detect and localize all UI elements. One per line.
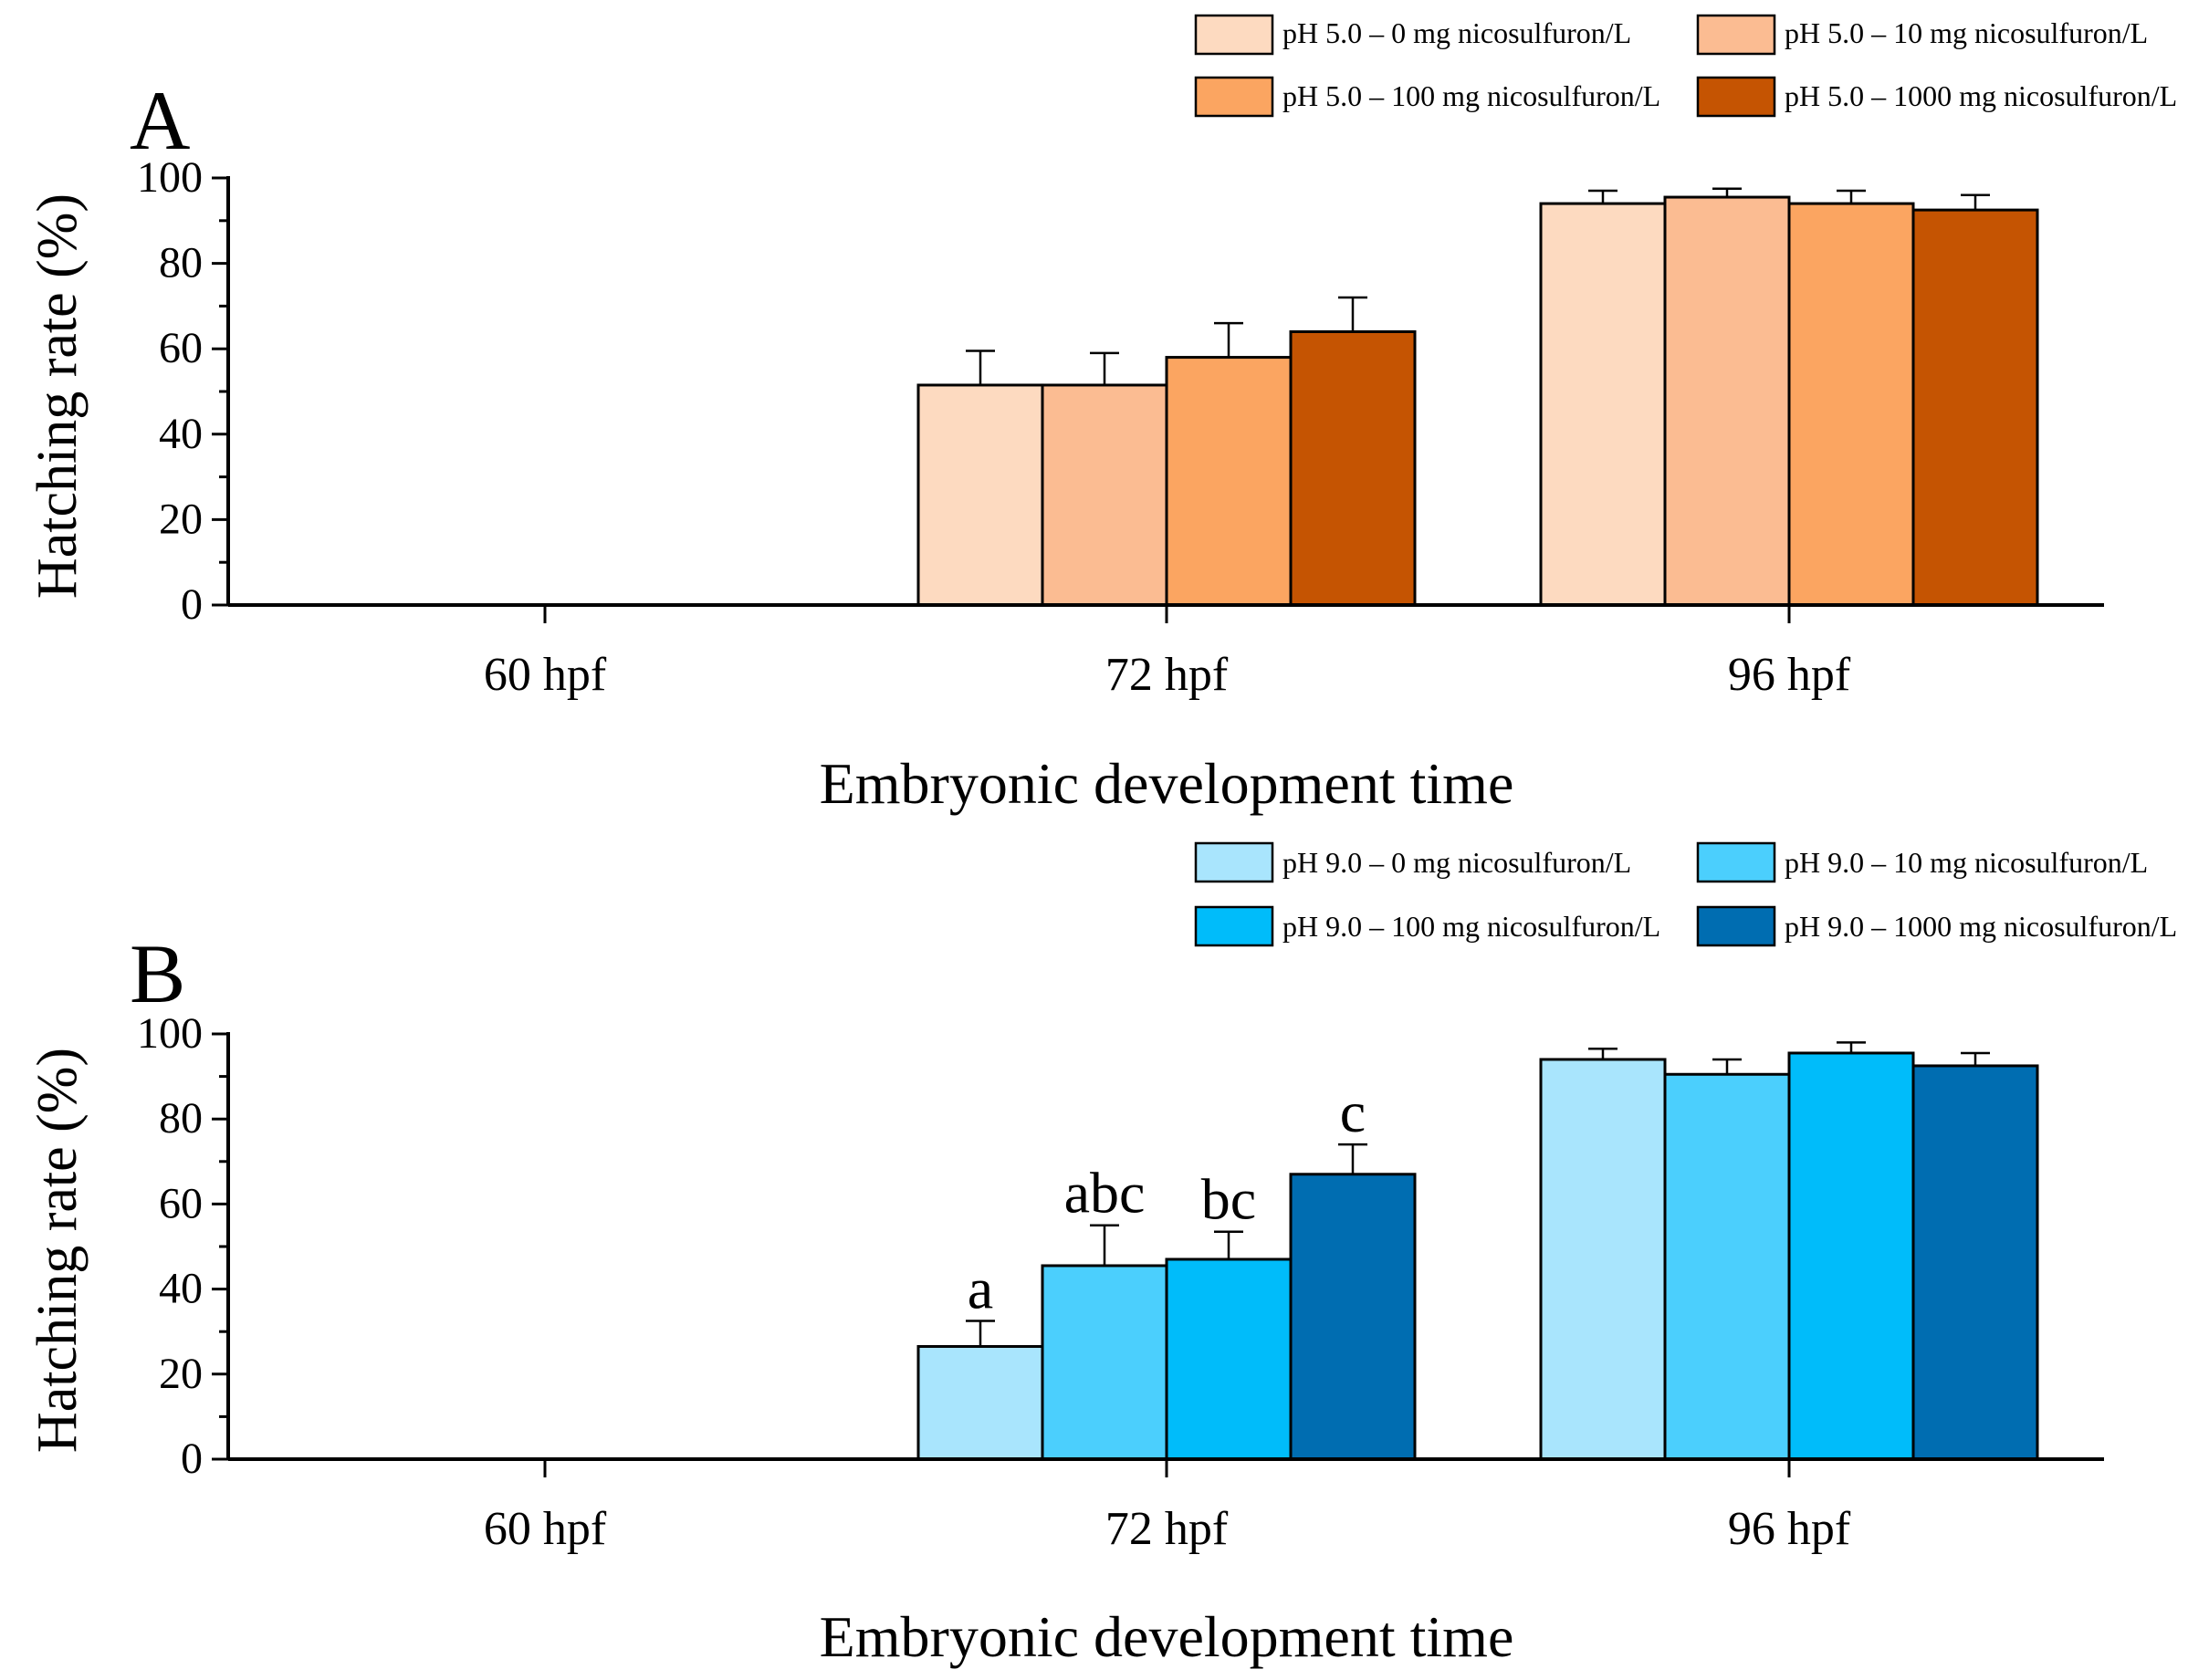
panel-b: B Hatching rate (%) Embryonic developmen… (26, 841, 2177, 1669)
panel-a: A Hatching rate (%) Embryonic developmen… (26, 14, 2177, 816)
plot-area: a abc bc c 0 20 40 60 80 100 60 hpf 72 hpf 96 hpf (137, 1009, 2104, 1555)
y-tick-label: 0 (181, 580, 203, 629)
bar (1787, 202, 1915, 607)
legend-swatch (1194, 76, 1274, 118)
legend-item: pH 9.0 – 10 mg nicosulfuron/L (1696, 841, 2148, 883)
legend-label: pH 5.0 – 100 mg nicosulfuron/L (1282, 79, 1660, 112)
legend-label: pH 9.0 – 0 mg nicosulfuron/L (1282, 846, 1631, 879)
legend-label: pH 9.0 – 10 mg nicosulfuron/L (1785, 846, 2148, 879)
bar (1041, 383, 1168, 607)
legend-swatch (1194, 841, 1274, 883)
legend-label: pH 9.0 – 100 mg nicosulfuron/L (1282, 910, 1660, 943)
panel-label: A (130, 74, 190, 167)
plot-area: 0 20 40 60 80 100 60 hpf 72 hpf 96 hpf (137, 153, 2104, 701)
legend-item: pH 5.0 – 1000 mg nicosulfuron/L (1696, 76, 2177, 118)
bar (916, 383, 1044, 607)
y-tick-label: 40 (159, 1265, 203, 1313)
y-tick-label: 100 (137, 153, 203, 202)
bar (916, 1345, 1044, 1461)
bar (1289, 1173, 1417, 1461)
legend-item: pH 5.0 – 100 mg nicosulfuron/L (1194, 76, 1660, 118)
bar (1911, 208, 2039, 607)
legend-label: pH 5.0 – 10 mg nicosulfuron/L (1785, 16, 2148, 49)
y-axis-title: Hatching rate (%) (26, 1048, 89, 1453)
bar (1787, 1051, 1915, 1461)
x-axis-title: Embryonic development time (820, 1604, 1514, 1669)
significance-label: abc (1064, 1161, 1146, 1226)
bar (1911, 1064, 2039, 1461)
legend: pH 9.0 – 0 mg nicosulfuron/L pH 9.0 – 10… (1194, 841, 2177, 947)
significance-label: a (968, 1257, 993, 1321)
legend-item: pH 5.0 – 10 mg nicosulfuron/L (1696, 14, 2148, 56)
bar (1041, 1264, 1168, 1461)
legend-item: pH 5.0 – 0 mg nicosulfuron/L (1194, 14, 1631, 56)
bar (1165, 1257, 1293, 1461)
x-axis-title: Embryonic development time (820, 751, 1514, 816)
x-tick-label: 96 hpf (1728, 649, 1851, 701)
legend-item: pH 9.0 – 1000 mg nicosulfuron/L (1696, 905, 2177, 947)
x-tick-label: 96 hpf (1728, 1503, 1851, 1555)
y-tick-label: 80 (159, 1094, 203, 1143)
panel-label: B (130, 927, 185, 1020)
legend-label: pH 5.0 – 0 mg nicosulfuron/L (1282, 16, 1631, 49)
significance-label: c (1340, 1080, 1366, 1144)
bar (1539, 202, 1667, 607)
y-tick-label: 60 (159, 324, 203, 372)
bar (1165, 356, 1293, 607)
legend-label: pH 5.0 – 1000 mg nicosulfuron/L (1785, 79, 2177, 112)
x-tick-label: 72 hpf (1105, 1503, 1229, 1555)
y-tick-label: 100 (137, 1009, 203, 1058)
x-tick-label: 72 hpf (1105, 649, 1229, 701)
y-tick-label: 20 (159, 495, 203, 543)
significance-label: bc (1201, 1167, 1256, 1232)
legend: pH 5.0 – 0 mg nicosulfuron/L pH 5.0 – 10… (1194, 14, 2177, 118)
x-tick-label: 60 hpf (484, 649, 607, 701)
bar (1539, 1058, 1667, 1461)
legend-item: pH 9.0 – 100 mg nicosulfuron/L (1194, 905, 1660, 947)
x-tick-label: 60 hpf (484, 1503, 607, 1555)
y-axis-title: Hatching rate (%) (26, 193, 89, 599)
legend-swatch (1696, 841, 1776, 883)
y-tick-label: 20 (159, 1350, 203, 1398)
y-tick-label: 40 (159, 410, 203, 458)
y-tick-label: 80 (159, 239, 203, 287)
legend-swatch (1194, 14, 1274, 56)
legend-item: pH 9.0 – 0 mg nicosulfuron/L (1194, 841, 1631, 883)
legend-swatch (1194, 905, 1274, 947)
y-tick-label: 60 (159, 1179, 203, 1227)
bar (1663, 1072, 1791, 1461)
legend-label: pH 9.0 – 1000 mg nicosulfuron/L (1785, 910, 2177, 943)
bar (1663, 195, 1791, 607)
y-tick-label: 0 (181, 1435, 203, 1483)
bar (1289, 329, 1417, 607)
legend-swatch (1696, 905, 1776, 947)
legend-swatch (1696, 76, 1776, 118)
legend-swatch (1696, 14, 1776, 56)
